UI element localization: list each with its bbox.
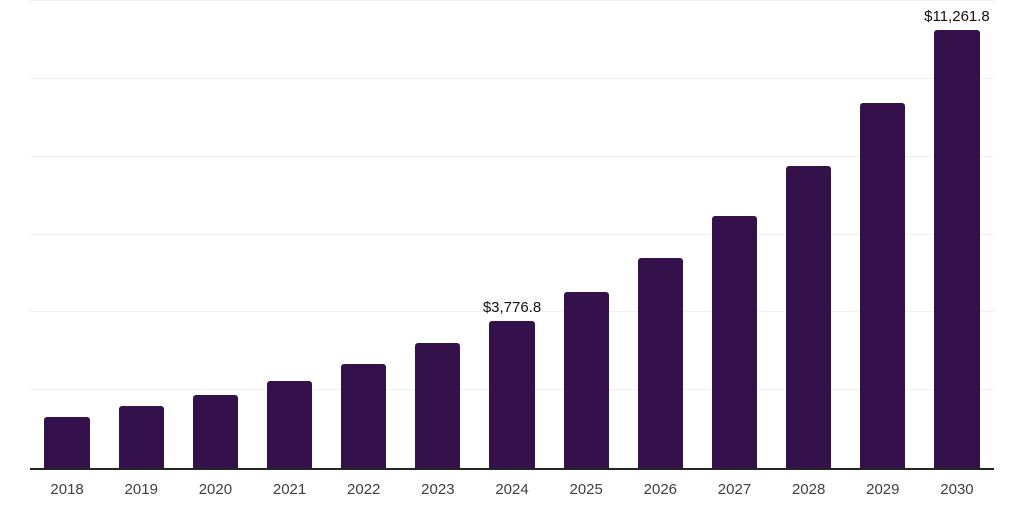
bar-2022 [341, 364, 387, 468]
gridline-4000 [30, 311, 994, 313]
bar-slot-2021 [252, 1, 326, 468]
x-tick-label-2029: 2029 [866, 481, 900, 498]
x-tick-label-2030: 2030 [940, 481, 974, 498]
data-label-2024: $3,776.8 [482, 299, 542, 317]
bar-slot-2024: $3,776.8 [475, 1, 549, 468]
bar-2027 [711, 216, 758, 468]
bar-2023 [415, 343, 461, 468]
x-axis: 2018 2019 2020 2021 2022 2023 2024 2025 2026 2027… [30, 480, 994, 500]
x-tick-label-2024: 2024 [495, 481, 529, 498]
bar-slot-2027 [697, 1, 771, 468]
bars: $3,776.8 $11,261.8 [30, 1, 994, 468]
bar-2028 [786, 166, 832, 468]
x-tick-label-2027: 2027 [717, 481, 752, 498]
bar-2025 [563, 291, 609, 468]
bar-slot-2022 [327, 1, 401, 468]
bar-2019 [118, 406, 164, 468]
bar-slot-2025 [549, 1, 623, 468]
x-tick-label-2025: 2025 [569, 481, 603, 498]
x-tick-label-2019: 2019 [124, 481, 158, 498]
bar-slot-2018 [30, 1, 104, 468]
data-label-2030: $11,261.8 [924, 7, 990, 25]
gridline-8000 [30, 155, 994, 157]
gridline-10000 [30, 77, 994, 79]
bar-slot-2028 [772, 1, 846, 468]
x-tick-label-2023: 2023 [421, 481, 455, 498]
bar-2026 [637, 258, 683, 468]
plot-area: $3,776.8 $11,261.8 [30, 0, 994, 470]
x-tick-label-2018: 2018 [50, 481, 84, 498]
x-tick-label-2028: 2028 [791, 481, 826, 498]
bar-2030 [934, 29, 980, 468]
bar-2020 [192, 395, 238, 468]
bar-slot-2023 [401, 1, 475, 468]
gridline-12000 [30, 0, 994, 1]
bar-slot-2020 [178, 1, 252, 468]
bar-slot-2030: $11,261.8 [920, 1, 994, 468]
bar-slot-2019 [104, 1, 178, 468]
bar-2029 [860, 103, 906, 468]
x-tick-label-2026: 2026 [643, 481, 678, 498]
bar-2024 [489, 321, 535, 468]
x-tick-label-2021: 2021 [272, 481, 307, 498]
x-tick-label-2020: 2020 [198, 481, 233, 498]
x-tick-label-2022: 2022 [347, 481, 381, 498]
bar-2018 [44, 416, 90, 468]
bar-slot-2026 [623, 1, 697, 468]
gridline-6000 [30, 233, 994, 235]
bar-2021 [266, 381, 313, 468]
bar-slot-2029 [846, 1, 920, 468]
